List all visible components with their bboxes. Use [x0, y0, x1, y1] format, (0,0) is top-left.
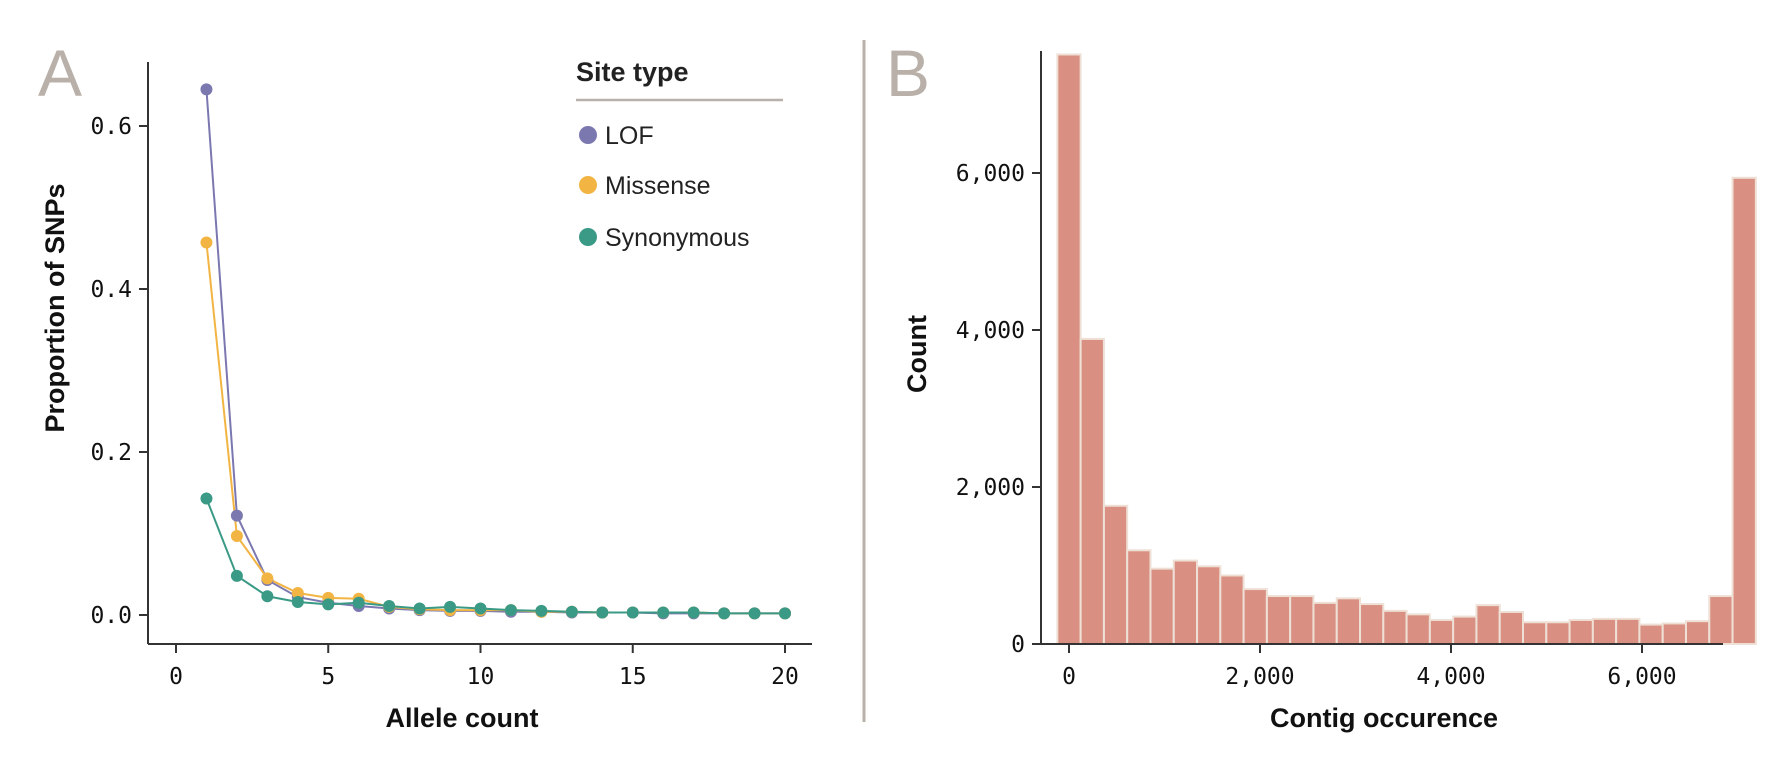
y-tick-label: 2,000: [956, 475, 1025, 501]
histogram-bar: [1126, 549, 1152, 645]
histogram-bar: [1568, 618, 1594, 646]
legend-marker-lof: [579, 126, 597, 144]
series-line-lof: [205, 89, 785, 615]
histogram-bar: [1079, 337, 1105, 645]
legend-label-missense: Missense: [605, 172, 711, 200]
histogram-bar: [1196, 565, 1222, 645]
y-tick-label: 4,000: [956, 318, 1025, 344]
x-tick-label: 15: [619, 664, 647, 690]
data-point-synonymous: [200, 492, 213, 505]
histogram-bar: [1684, 620, 1711, 645]
data-point-missense: [200, 236, 213, 249]
histogram-bar: [1452, 615, 1478, 646]
histogram-bar: [1102, 504, 1129, 645]
x-axis-label-a: Allele count: [385, 703, 538, 733]
data-point-synonymous: [626, 606, 639, 619]
data-point-synonymous: [687, 606, 700, 619]
histogram-bar: [1708, 595, 1734, 645]
histogram-bar: [1312, 601, 1338, 646]
data-point-lof: [230, 509, 243, 522]
x-tick-label: 20: [771, 664, 799, 690]
panel-a-line-chart: 0 5 10 15 20 0.0 0.2 0.4 0.6: [90, 62, 812, 690]
histogram-bar: [1475, 604, 1501, 646]
histogram-bar: [1545, 621, 1571, 645]
histogram-bar: [1731, 176, 1757, 645]
y-tick-label: 0: [1011, 632, 1025, 658]
histogram-bar: [1149, 567, 1175, 646]
data-point-missense: [261, 572, 274, 585]
y-tick-label: 0.4: [90, 277, 132, 303]
y-tick-label: 0.0: [90, 603, 132, 629]
data-point-synonymous: [779, 607, 791, 620]
legend-label-synonymous: Synonymous: [605, 224, 750, 252]
legend-title: Site type: [576, 57, 689, 87]
histogram-bar: [1382, 609, 1408, 645]
x-tick-label: 5: [321, 664, 335, 690]
y-axis-label-b: Count: [902, 315, 932, 393]
data-point-synonymous: [322, 598, 335, 611]
histogram-bar: [1265, 595, 1292, 645]
data-point-synonymous: [718, 607, 731, 620]
histogram-bar: [1289, 595, 1315, 645]
series-line-missense: [205, 242, 785, 615]
data-point-synonymous: [230, 569, 243, 582]
data-point-synonymous: [261, 590, 274, 603]
data-point-synonymous: [748, 607, 761, 620]
data-point-synonymous: [596, 606, 609, 619]
data-point-synonymous: [657, 606, 670, 619]
data-point-missense: [230, 529, 243, 542]
data-point-synonymous: [383, 600, 396, 613]
legend-marker-synonymous: [579, 228, 597, 246]
histogram-bar: [1638, 623, 1664, 645]
legend-label-lof: LOF: [605, 122, 654, 150]
histogram-bar: [1056, 53, 1082, 645]
data-point-synonymous: [565, 605, 578, 618]
y-tick-label: 6,000: [956, 161, 1025, 187]
data-point-synonymous: [291, 595, 304, 608]
histogram-bar: [1522, 621, 1548, 645]
histogram-bar: [1359, 603, 1385, 646]
data-point-synonymous: [504, 604, 517, 617]
data-point-missense: [291, 586, 304, 599]
panel-label-a: A: [38, 36, 82, 110]
x-tick-label: 4,000: [1416, 664, 1485, 690]
y-tick-label: 0.6: [90, 114, 132, 140]
histogram-bar: [1242, 588, 1268, 645]
histogram-bar: [1498, 610, 1525, 645]
data-point-synonymous: [413, 602, 426, 615]
x-tick-label: 10: [467, 664, 495, 690]
x-tick-label: 6,000: [1607, 664, 1676, 690]
panel-b-histogram: 0 2,000 4,000 6,000 0 2,000 4,000 6,000: [956, 51, 1757, 690]
x-tick-label: 0: [1062, 664, 1076, 690]
y-tick-label: 0.2: [90, 440, 132, 466]
histogram-bar: [1591, 617, 1618, 646]
data-point-synonymous: [535, 604, 548, 617]
data-point-synonymous: [352, 596, 365, 609]
histogram-bar: [1661, 622, 1687, 645]
histogram-bar: [1172, 559, 1199, 646]
histogram-bar: [1615, 617, 1641, 646]
y-axis-label-a: Proportion of SNPs: [40, 184, 70, 433]
legend: Site type LOF Missense Synonymous: [576, 57, 783, 252]
x-axis-label-b: Contig occurence: [1270, 703, 1498, 733]
histogram-bar: [1335, 597, 1362, 645]
data-point-synonymous: [444, 600, 457, 613]
legend-marker-missense: [579, 176, 597, 194]
histogram-bar: [1405, 613, 1431, 646]
histogram-bar: [1219, 574, 1245, 645]
histogram-bar: [1428, 618, 1455, 646]
panel-label-b: B: [886, 36, 930, 110]
data-point-lof: [200, 83, 213, 96]
x-tick-label: 2,000: [1225, 664, 1294, 690]
x-tick-label: 0: [169, 664, 183, 690]
data-point-synonymous: [474, 602, 487, 615]
